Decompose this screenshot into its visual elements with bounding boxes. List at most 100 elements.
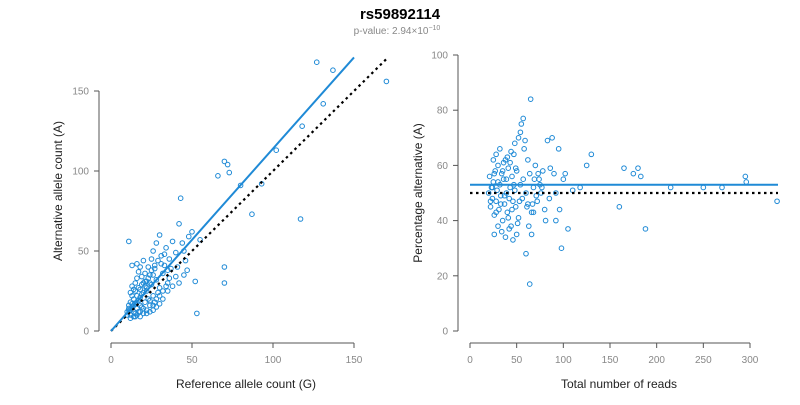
right-data-point (534, 198, 541, 205)
right-data-point (503, 176, 510, 182)
left-data-point (164, 288, 171, 294)
left-data-point (127, 315, 134, 322)
right-data-point (506, 226, 513, 232)
left-data-point (184, 267, 190, 274)
left-data-point (155, 289, 161, 296)
left-data-point (140, 310, 147, 317)
left-data-point (151, 299, 158, 306)
right-data-point (635, 165, 641, 171)
left-data-point (221, 280, 228, 286)
right-data-point (526, 223, 532, 229)
left-data-point (156, 301, 163, 307)
left-data-point (129, 293, 135, 299)
right-data-point (504, 209, 511, 216)
left-data-point (173, 273, 179, 280)
left-points (124, 59, 390, 322)
right-data-point (493, 151, 499, 158)
left-y-tick-label: 100 (72, 167, 89, 178)
left-data-point (383, 78, 390, 85)
right-points (485, 96, 780, 287)
left-data-point (313, 59, 320, 66)
right-data-point (517, 129, 524, 136)
left-data-point (166, 256, 173, 262)
right-data-point (515, 215, 522, 221)
left-data-point (197, 237, 203, 243)
right-data-point (533, 192, 540, 199)
right-data-point (667, 184, 674, 191)
right-data-point (556, 206, 563, 213)
right-data-point (515, 135, 522, 141)
right-data-point (521, 146, 527, 152)
left-data-point (130, 313, 137, 320)
right-data-point (505, 165, 512, 171)
left-data-point (140, 257, 147, 264)
right-data-point (509, 173, 515, 180)
right-data-point (774, 198, 780, 205)
right-data-point (535, 170, 541, 177)
left-data-point (179, 240, 186, 246)
left-data-point (237, 182, 244, 189)
right-data-point (518, 121, 525, 127)
right-data-point (546, 195, 553, 202)
left-data-point (156, 232, 163, 238)
right-x-axis-label: Total number of reads (561, 377, 677, 391)
right-data-point (495, 223, 501, 229)
right-data-point (522, 137, 528, 144)
left-data-point (134, 312, 140, 318)
left-data-point (153, 296, 160, 302)
right-data-point (512, 165, 519, 171)
left-data-point (153, 304, 160, 310)
left-reference-line (110, 58, 388, 332)
left-data-point (173, 249, 179, 256)
right-data-point (511, 151, 517, 158)
left-data-point (135, 309, 142, 315)
left-data-point (194, 310, 200, 317)
right-data-point (487, 204, 494, 210)
left-data-point (148, 267, 155, 274)
right-data-point (498, 228, 505, 235)
left-x-tick-label: 0 (108, 355, 114, 366)
left-data-point (134, 261, 140, 267)
left-data-point (143, 307, 150, 314)
right-x-tick-label: 100 (555, 355, 572, 366)
right-y-tick-label: 100 (431, 51, 448, 62)
right-data-point (485, 190, 492, 196)
right-y-tick-label: 60 (437, 161, 449, 172)
right-data-point (487, 198, 494, 205)
right-data-point (742, 173, 749, 180)
right-data-point (512, 140, 518, 147)
right-data-point (493, 198, 499, 205)
right-y-tick-label: 40 (437, 216, 449, 227)
right-data-point (530, 209, 537, 216)
left-data-point (135, 269, 142, 275)
left-data-point (140, 280, 147, 286)
right-data-point (638, 173, 644, 180)
left-data-point (221, 158, 228, 165)
left-data-point (185, 233, 192, 240)
left-data-point (145, 264, 152, 270)
right-y-tick-label: 0 (442, 327, 448, 338)
right-data-point (526, 281, 533, 287)
right-x-tick-label: 300 (742, 355, 759, 366)
right-data-point (530, 184, 537, 191)
right-data-point (506, 195, 513, 202)
right-data-point (547, 165, 554, 171)
left-data-point (134, 275, 140, 282)
right-data-point (501, 201, 508, 207)
left-data-point (145, 275, 152, 282)
left-data-point (150, 293, 156, 299)
right-data-point (514, 220, 521, 227)
left-fit-line (110, 56, 355, 332)
left-axes: 0 50 100 150 0 50 100 150 (72, 87, 362, 367)
left-data-point (150, 248, 156, 254)
left-data-point (142, 299, 148, 306)
right-data-point (493, 209, 499, 216)
left-y-tick-label: 0 (83, 327, 89, 338)
right-data-point (526, 170, 533, 177)
left-data-point (189, 229, 195, 235)
right-data-point (491, 170, 498, 177)
right-data-point (508, 148, 514, 155)
right-data-point (544, 137, 551, 144)
right-data-point (743, 179, 750, 185)
left-data-point (126, 238, 132, 245)
